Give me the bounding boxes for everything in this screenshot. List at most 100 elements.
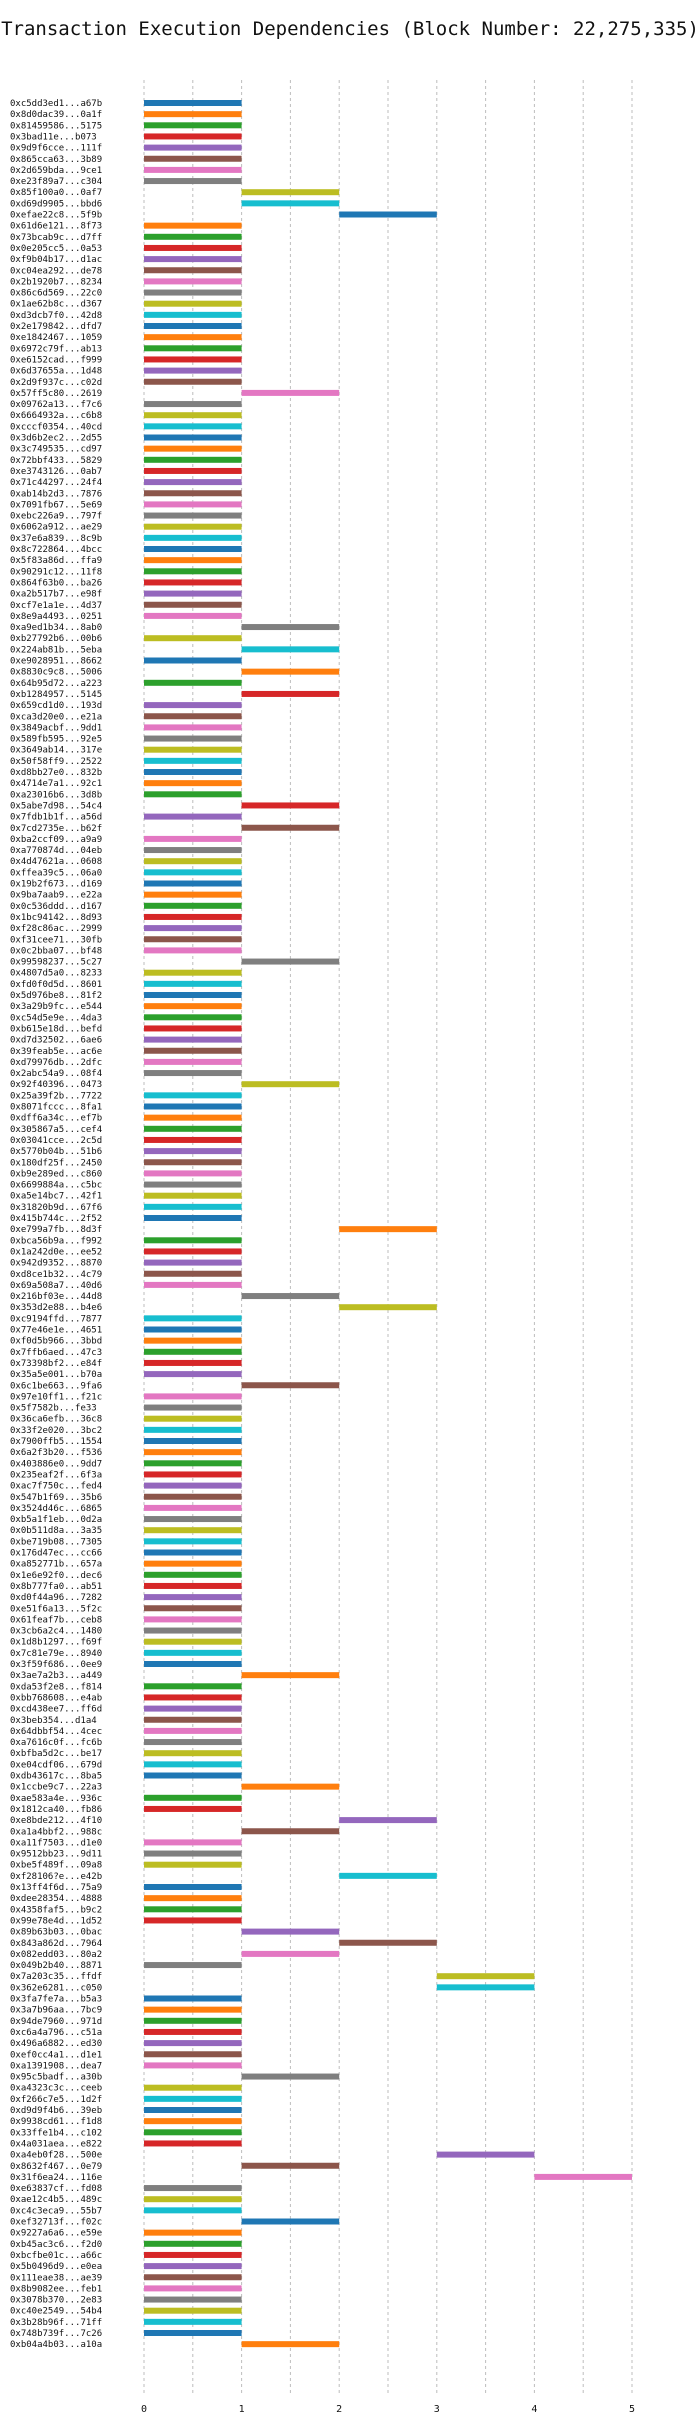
y-tick-label: 0xc9194ffd...7877 bbox=[10, 1314, 102, 1324]
bar bbox=[144, 1438, 242, 1444]
bar bbox=[144, 1404, 242, 1411]
y-tick-label: 0xc40e2549...54b4 bbox=[10, 2307, 102, 2317]
y-tick-label: 0x6062a912...ae29 bbox=[10, 523, 102, 533]
y-tick-label: 0x9ba7aab9...e22a bbox=[10, 891, 102, 901]
y-tick-label: 0x5b0496d9...e0ea bbox=[10, 2262, 102, 2272]
y-tick-label: 0xa4eb0f28...500e bbox=[10, 2151, 102, 2161]
bar bbox=[144, 1850, 242, 1857]
y-tick-label: 0xa852771b...657a bbox=[10, 1560, 102, 1570]
y-tick-label: 0x3f59f686...0ee9 bbox=[10, 1660, 102, 1670]
y-tick-label: 0x99598237...5c27 bbox=[10, 958, 102, 968]
y-tick-label: 0x8830c9c8...5006 bbox=[10, 668, 102, 678]
bar bbox=[339, 1304, 437, 1311]
bar bbox=[144, 1549, 242, 1556]
bar bbox=[144, 1159, 242, 1166]
bar bbox=[241, 2073, 340, 2080]
bar bbox=[144, 1248, 242, 1255]
y-tick-label: 0x4d47621a...0608 bbox=[10, 857, 102, 867]
x-tick-label: 4 bbox=[531, 2404, 537, 2415]
y-tick-label: 0xdee28354...4888 bbox=[10, 1894, 102, 1904]
bar bbox=[144, 2185, 242, 2192]
y-tick-label: 0x1812ca40...fb86 bbox=[10, 1805, 102, 1815]
y-tick-label: 0xd8ce1b32...4c79 bbox=[10, 1270, 102, 1280]
y-tick-label: 0x36ca6efb...36c8 bbox=[10, 1415, 102, 1425]
y-tick-label: 0x33f2e020...3bc2 bbox=[10, 1426, 102, 1436]
bar bbox=[144, 1003, 242, 1010]
y-tick-label: 0xc4c3eca9...55b7 bbox=[10, 2206, 102, 2216]
bar bbox=[144, 1661, 242, 1667]
bar bbox=[144, 401, 242, 408]
bar bbox=[339, 1817, 437, 1824]
bar bbox=[144, 100, 242, 106]
y-tick-label: 0xb27792b6...00b6 bbox=[10, 634, 102, 644]
y-tick-label: 0xae583a4e...936c bbox=[10, 1794, 102, 1804]
bar bbox=[144, 1582, 242, 1589]
y-tick-label: 0xa9ed1b34...8ab0 bbox=[10, 623, 102, 633]
bar bbox=[144, 757, 242, 764]
y-tick-label: 0xa23016b6...3d8b bbox=[10, 790, 102, 800]
y-tick-label: 0xae12c4b5...489c bbox=[10, 2195, 102, 2205]
y-tick-label: 0x3649ab14...317e bbox=[10, 746, 102, 756]
bar bbox=[144, 2274, 242, 2281]
y-tick-label: 0x61d6e121...8f73 bbox=[10, 222, 102, 232]
y-tick-label: 0x9938cd61...f1d8 bbox=[10, 2117, 102, 2127]
bar bbox=[144, 2028, 242, 2035]
bar bbox=[144, 612, 242, 619]
y-tick-label: 0x4807d5a0...8233 bbox=[10, 969, 102, 979]
bar bbox=[144, 2051, 242, 2058]
y-tick-label: 0xe3743126...0ab7 bbox=[10, 467, 102, 477]
bar bbox=[339, 1872, 437, 1879]
y-tick-label: 0xa1a4bbf2...988c bbox=[10, 1827, 102, 1837]
bar bbox=[144, 735, 242, 742]
bar bbox=[144, 1605, 242, 1612]
bar bbox=[144, 568, 242, 575]
bar bbox=[144, 133, 242, 140]
bar bbox=[144, 2140, 242, 2147]
y-tick-label: 0x73398bf2...e84f bbox=[10, 1359, 102, 1369]
bar bbox=[144, 947, 242, 954]
bar bbox=[144, 311, 242, 318]
bar bbox=[144, 144, 242, 151]
bar bbox=[144, 780, 242, 787]
bar-series bbox=[144, 100, 632, 2348]
y-tick-label: 0xab14b2d3...7876 bbox=[10, 489, 102, 499]
y-tick-label: 0x69a508a7...40d6 bbox=[10, 1281, 102, 1291]
bar bbox=[144, 791, 242, 798]
y-tick-label: 0x2b1920b7...8234 bbox=[10, 277, 102, 287]
y-tick-label: 0x589fb595...92e5 bbox=[10, 735, 102, 745]
y-tick-label: 0x13ff4f6d...75a9 bbox=[10, 1883, 102, 1893]
bar bbox=[339, 1226, 437, 1233]
y-tick-label: 0xf28c86ac...2999 bbox=[10, 924, 102, 934]
y-tick-label: 0x3a7b96aa...7bc9 bbox=[10, 2006, 102, 2016]
bar bbox=[144, 2118, 242, 2125]
bar bbox=[144, 2207, 242, 2214]
bar bbox=[144, 445, 242, 452]
y-tick-label: 0x8632f467...0e79 bbox=[10, 2162, 102, 2172]
y-tick-label: 0x6c1be663...9fa6 bbox=[10, 1381, 102, 1391]
y-tick-label: 0x35a5e001...b70a bbox=[10, 1370, 102, 1380]
y-tick-label: 0x9512bb23...9d11 bbox=[10, 1850, 102, 1860]
y-tick-label: 0x81459586...5175 bbox=[10, 121, 102, 131]
bar bbox=[144, 546, 242, 552]
y-tick-label: 0x082edd03...80a2 bbox=[10, 1950, 102, 1960]
bar bbox=[144, 1571, 242, 1578]
y-tick-label: 0xf28106?e...e42b bbox=[10, 1872, 102, 1882]
bar bbox=[144, 1839, 242, 1846]
bar bbox=[144, 891, 242, 898]
bar bbox=[144, 456, 242, 463]
bar bbox=[144, 512, 242, 519]
bar bbox=[144, 345, 242, 352]
bar bbox=[144, 913, 242, 920]
bar bbox=[144, 1181, 242, 1188]
bar bbox=[241, 690, 340, 697]
bar bbox=[144, 992, 242, 998]
y-tick-label: 0xe1842467...1059 bbox=[10, 333, 102, 343]
y-tick-label: 0x9227a6a6...e59e bbox=[10, 2229, 102, 2239]
x-tick-label: 5 bbox=[629, 2404, 635, 2415]
y-tick-label: 0x64dbbf54...4cec bbox=[10, 1727, 102, 1737]
y-tick-label: 0xef0cc4a1...d1e1 bbox=[10, 2050, 102, 2060]
bar bbox=[144, 1281, 242, 1288]
bar bbox=[144, 579, 242, 586]
bar bbox=[144, 2196, 242, 2203]
bar bbox=[144, 222, 242, 229]
